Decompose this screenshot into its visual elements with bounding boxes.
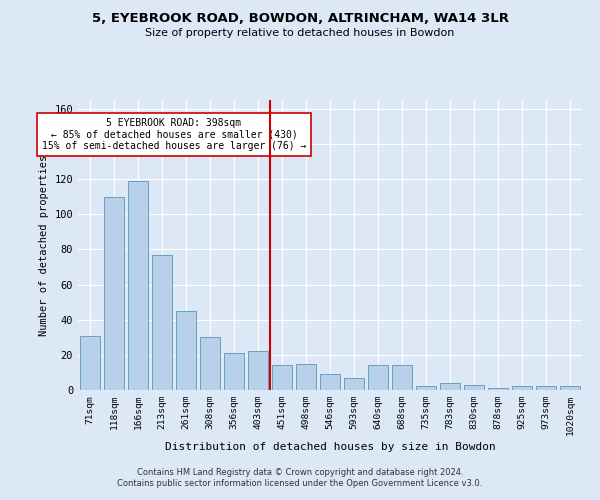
Bar	[416, 386, 436, 390]
Bar	[248, 352, 268, 390]
Text: Size of property relative to detached houses in Bowdon: Size of property relative to detached ho…	[145, 28, 455, 38]
Bar	[80, 336, 100, 390]
Bar	[128, 181, 148, 390]
Text: 5, EYEBROOK ROAD, BOWDON, ALTRINCHAM, WA14 3LR: 5, EYEBROOK ROAD, BOWDON, ALTRINCHAM, WA…	[91, 12, 509, 26]
Bar	[512, 386, 532, 390]
Bar	[200, 338, 220, 390]
Bar	[488, 388, 508, 390]
Bar	[320, 374, 340, 390]
Bar	[536, 386, 556, 390]
X-axis label: Distribution of detached houses by size in Bowdon: Distribution of detached houses by size …	[164, 442, 496, 452]
Bar	[440, 383, 460, 390]
Bar	[224, 353, 244, 390]
Bar	[152, 254, 172, 390]
Bar	[560, 386, 580, 390]
Bar	[176, 311, 196, 390]
Bar	[368, 366, 388, 390]
Bar	[272, 366, 292, 390]
Bar	[392, 366, 412, 390]
Bar	[296, 364, 316, 390]
Text: Contains HM Land Registry data © Crown copyright and database right 2024.
Contai: Contains HM Land Registry data © Crown c…	[118, 468, 482, 487]
Y-axis label: Number of detached properties: Number of detached properties	[39, 154, 49, 336]
Bar	[344, 378, 364, 390]
Text: 5 EYEBROOK ROAD: 398sqm
← 85% of detached houses are smaller (430)
15% of semi-d: 5 EYEBROOK ROAD: 398sqm ← 85% of detache…	[42, 118, 306, 151]
Bar	[464, 384, 484, 390]
Bar	[104, 196, 124, 390]
